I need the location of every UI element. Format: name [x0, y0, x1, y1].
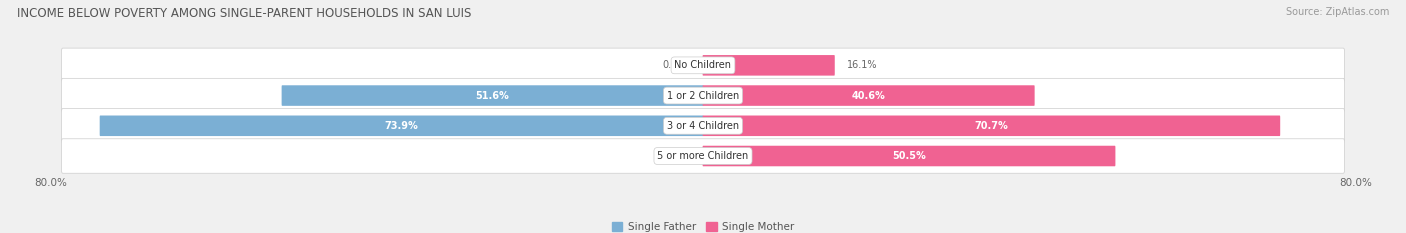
FancyBboxPatch shape [703, 116, 1281, 136]
Text: 73.9%: 73.9% [385, 121, 419, 131]
Text: 40.6%: 40.6% [852, 91, 886, 101]
FancyBboxPatch shape [703, 85, 1035, 106]
Text: 16.1%: 16.1% [846, 60, 877, 70]
FancyBboxPatch shape [281, 85, 703, 106]
Text: 5 or more Children: 5 or more Children [658, 151, 748, 161]
Text: 51.6%: 51.6% [475, 91, 509, 101]
FancyBboxPatch shape [703, 55, 835, 76]
FancyBboxPatch shape [703, 146, 1115, 166]
FancyBboxPatch shape [100, 116, 703, 136]
Text: 0.0%: 0.0% [662, 60, 686, 70]
Legend: Single Father, Single Mother: Single Father, Single Mother [607, 218, 799, 233]
FancyBboxPatch shape [62, 139, 1344, 173]
Text: No Children: No Children [675, 60, 731, 70]
Text: 0.0%: 0.0% [662, 151, 686, 161]
FancyBboxPatch shape [62, 48, 1344, 82]
Text: 3 or 4 Children: 3 or 4 Children [666, 121, 740, 131]
Text: 70.7%: 70.7% [974, 121, 1008, 131]
FancyBboxPatch shape [62, 78, 1344, 113]
FancyBboxPatch shape [62, 109, 1344, 143]
Text: 1 or 2 Children: 1 or 2 Children [666, 91, 740, 101]
Text: Source: ZipAtlas.com: Source: ZipAtlas.com [1285, 7, 1389, 17]
Text: 50.5%: 50.5% [893, 151, 927, 161]
Text: INCOME BELOW POVERTY AMONG SINGLE-PARENT HOUSEHOLDS IN SAN LUIS: INCOME BELOW POVERTY AMONG SINGLE-PARENT… [17, 7, 471, 20]
